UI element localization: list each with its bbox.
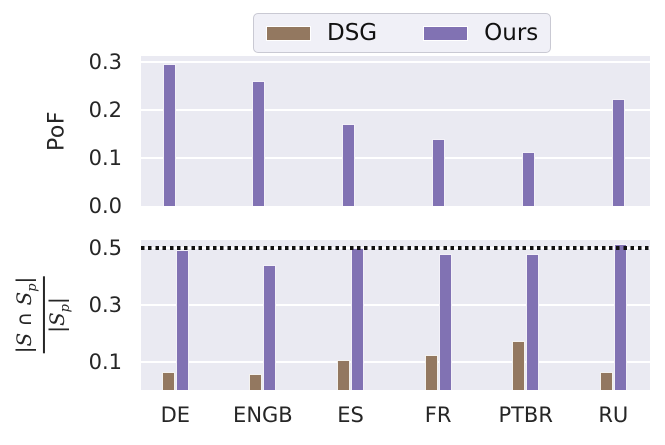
x-tick-label-es: ES (337, 403, 364, 427)
y-tick-label: 0.3 (88, 292, 122, 317)
gridline (141, 61, 650, 63)
gridline (141, 360, 650, 363)
y-tick-label: 0.2 (88, 98, 122, 122)
plot-area-overlap (141, 240, 650, 390)
gridline (141, 303, 650, 306)
bar-ours-engb (252, 81, 266, 206)
bar-ours-ptbr (521, 151, 535, 206)
bar-ours-es (342, 124, 356, 206)
bar-dsg-de (161, 371, 175, 390)
x-tick-label-engb: ENGB (233, 403, 293, 427)
threshold-line (141, 246, 650, 250)
bar-dsg-ptbr (512, 341, 526, 390)
bar-ours-de (162, 64, 176, 206)
y-tick-label: 0.5 (88, 235, 122, 260)
gridline (141, 157, 650, 159)
y-tick-label: 0.1 (88, 146, 122, 170)
bar-ours-fr (438, 253, 452, 390)
legend-swatch-dsg (266, 25, 311, 41)
x-tick-label-ptbr: PTBR (498, 403, 553, 427)
bar-ours-fr (431, 138, 445, 206)
legend-label-ours: Ours (484, 20, 539, 46)
x-tick-label-fr: FR (424, 403, 452, 427)
bar-dsg-ru (599, 371, 613, 390)
bar-ours-de (175, 250, 189, 390)
bar-dsg-fr (424, 354, 438, 390)
y-tick-label: 0.0 (88, 194, 122, 218)
bar-ours-es (351, 247, 364, 390)
bar-dsg-es (337, 359, 350, 390)
bar-ours-ru (613, 243, 627, 390)
bar-ours-ru (611, 99, 625, 206)
x-tick-label-ru: RU (598, 403, 629, 427)
gridline (141, 109, 650, 111)
x-tick-label-de: DE (160, 403, 191, 427)
y-tick-label: 0.1 (88, 349, 122, 374)
plot-area-pof (141, 56, 650, 206)
bar-ours-engb (263, 264, 277, 390)
bar-ours-ptbr (526, 254, 540, 390)
legend: DSG Ours (253, 13, 552, 53)
bar-dsg-engb (249, 373, 263, 390)
y-tick-label: 0.3 (88, 50, 122, 74)
legend-swatch-ours (423, 25, 469, 41)
legend-label-dsg: DSG (327, 20, 378, 46)
